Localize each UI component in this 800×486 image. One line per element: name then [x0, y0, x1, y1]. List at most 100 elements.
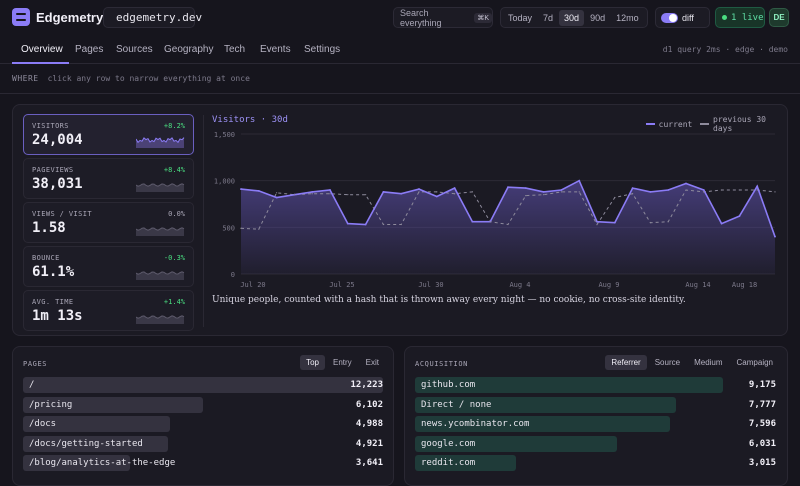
live-dot-icon — [722, 15, 727, 20]
acquisition-panel: ACQUISITION Referrer Source Medium Campaign… — [404, 346, 788, 486]
site-selector[interactable]: edgemetry.dev — [103, 7, 202, 28]
tab-pages[interactable]: Pages — [75, 44, 104, 55]
row-value: 6,031 — [748, 438, 776, 449]
query-meta: d1 query 2ms · edge · demo — [662, 45, 788, 54]
row-label: news.ycombinator.com — [421, 419, 530, 429]
pages-tab-exit[interactable]: Exit — [365, 358, 379, 367]
chart-title: Visitors · 30d — [212, 115, 288, 125]
previous-point — [489, 221, 491, 223]
filter-bar[interactable]: WHERE click any row to narrow everything… — [0, 64, 800, 94]
previous-point — [703, 191, 705, 193]
row-share-bar — [415, 455, 517, 471]
filter-label: WHERE — [12, 74, 39, 83]
current-point — [382, 190, 385, 193]
acquisition-tab-source[interactable]: Source — [654, 358, 681, 367]
list-item[interactable]: /docs/getting-started 4,921 — [23, 435, 383, 452]
tab-sources[interactable]: Sources — [116, 44, 153, 55]
previous-point — [365, 194, 367, 196]
avatar[interactable]: DE — [769, 8, 789, 27]
range-today-button[interactable]: Today — [508, 12, 533, 23]
current-point — [471, 220, 474, 223]
range-7d-button[interactable]: 7d — [543, 12, 554, 23]
current-point — [240, 188, 242, 190]
metric-card-views-visit[interactable]: VIEWS / VISIT 1.58 0.0% — [23, 202, 194, 243]
tab-tech[interactable]: Tech — [224, 44, 246, 55]
previous-point — [347, 194, 349, 196]
search-shortcut: ⌘K — [474, 12, 492, 23]
visitors-chart[interactable]: 1,500 1,000 500 0 Jul 20 Jul 25 Jul 30 Aug 4 Aug… — [212, 129, 778, 294]
previous-point — [311, 193, 313, 195]
metric-card-pageviews[interactable]: PAGEVIEWS 38,031 +8.4% — [23, 158, 194, 199]
list-item[interactable]: /blog/analytics-at-the-edge 3,641 — [23, 455, 383, 471]
metric-value: 1.58 — [32, 220, 66, 236]
app-name: Edgemetry — [36, 10, 104, 25]
current-point — [667, 189, 670, 191]
search-button[interactable]: Search everything ⌘K — [393, 7, 493, 28]
tab-settings[interactable]: Settings — [304, 44, 341, 55]
tab-overview[interactable]: Overview — [21, 44, 63, 55]
metric-delta: +8.4% — [163, 166, 185, 174]
live-indicator[interactable]: 1 live — [715, 7, 765, 28]
diff-toggle[interactable]: diff — [655, 7, 710, 28]
chart-caption: Unique people, counted with a hash that … — [212, 295, 686, 305]
previous-point — [614, 196, 616, 199]
metric-delta: +1.4% — [163, 298, 185, 306]
current-point — [257, 190, 260, 192]
previous-point — [240, 227, 242, 229]
row-value: 7,777 — [748, 399, 776, 410]
current-point — [364, 223, 367, 226]
sparkline — [136, 315, 185, 324]
previous-point — [454, 193, 456, 195]
current-point — [418, 188, 420, 190]
pages-tabs: Top Entry Exit — [298, 355, 385, 370]
previous-point — [258, 228, 260, 230]
metric-card-bounce[interactable]: BOUNCE 61.1% -0.3% — [23, 246, 194, 287]
previous-point — [578, 191, 580, 193]
current-point — [685, 182, 687, 185]
pages-tab-entry[interactable]: Entry — [332, 358, 352, 367]
list-item[interactable]: /docs 4,988 — [23, 416, 383, 432]
list-item[interactable]: news.ycombinator.com 7,596 — [415, 416, 776, 432]
legend-current-swatch — [646, 123, 655, 125]
current-point — [613, 221, 616, 224]
current-point — [649, 190, 652, 193]
list-item[interactable]: /pricing 6,102 — [23, 396, 383, 413]
range-90d-button[interactable]: 90d — [590, 12, 606, 23]
range-12mo-button[interactable]: 12mo — [616, 12, 639, 23]
list-item[interactable]: / 12,223 — [23, 377, 383, 393]
sparkline — [136, 227, 185, 236]
acquisition-tab-campaign[interactable]: Campaign — [736, 358, 773, 367]
acquisition-tab-referrer[interactable]: Referrer — [605, 355, 647, 370]
live-count: 1 live — [731, 12, 764, 23]
metric-label: PAGEVIEWS — [32, 166, 74, 174]
top-bar: Edgemetry edgemetry.dev Search everythin… — [0, 0, 800, 36]
diff-label: diff — [682, 12, 694, 23]
current-point — [346, 222, 349, 225]
list-item[interactable]: reddit.com 3,015 — [415, 455, 776, 471]
range-30d-button[interactable]: 30d — [559, 9, 585, 26]
current-point — [329, 189, 331, 191]
list-item[interactable]: google.com 6,031 — [415, 435, 776, 452]
toggle-switch-icon — [661, 12, 678, 23]
previous-point — [756, 189, 758, 191]
tab-events[interactable]: Events — [260, 44, 291, 55]
metric-card-avg-time[interactable]: AVG. TIME 1m 13s +1.4% — [23, 290, 194, 331]
list-item[interactable]: github.com 9,175 — [415, 377, 776, 393]
previous-point — [400, 223, 402, 226]
current-point — [578, 179, 581, 182]
x-tick-label: Jul 30 — [418, 281, 443, 289]
acquisition-tab-medium[interactable]: Medium — [694, 358, 723, 367]
metric-card-visitors[interactable]: VISITORS 24,004 +8.2% — [23, 114, 194, 155]
sparkline — [136, 271, 185, 280]
metric-value: 24,004 — [32, 132, 83, 148]
list-item[interactable]: Direct / none 7,777 — [415, 396, 776, 413]
row-label: /docs — [29, 419, 57, 429]
metric-value: 61.1% — [32, 264, 75, 280]
pages-tab-top[interactable]: Top — [300, 355, 325, 370]
tab-geography[interactable]: Geography — [164, 44, 214, 55]
previous-point — [329, 193, 331, 195]
metric-label: VISITORS — [32, 122, 69, 130]
x-tick-label: Jul 25 — [329, 281, 354, 289]
row-value: 12,223 — [350, 380, 383, 390]
current-series-area — [241, 180, 775, 274]
